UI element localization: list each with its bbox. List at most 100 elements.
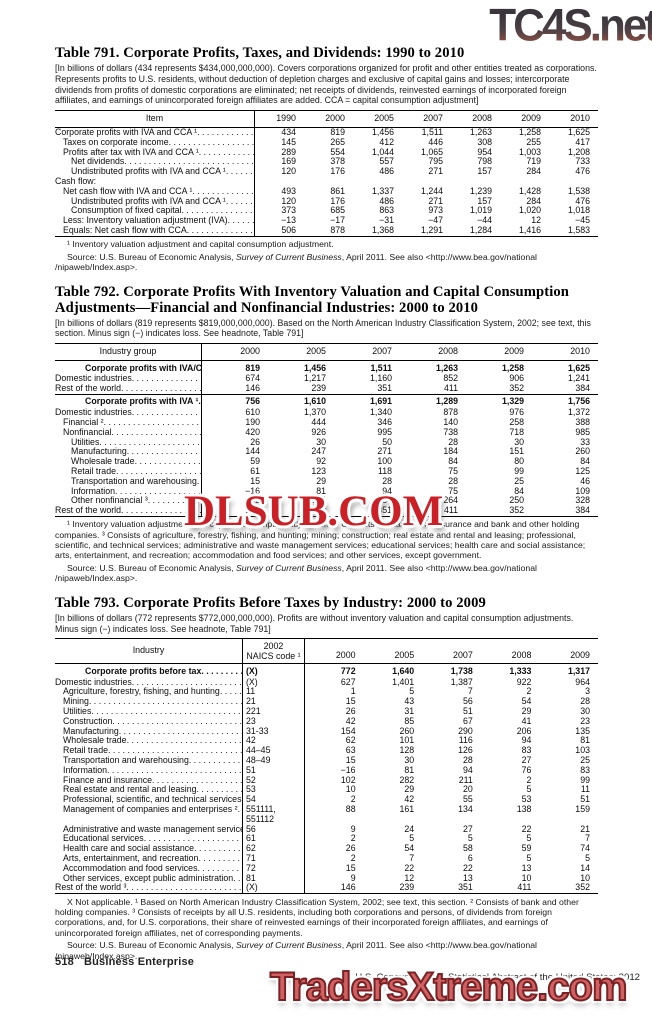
table-791-footnote: ¹ Inventory valuation adjustment and cap… — [67, 239, 334, 250]
row-label-text: Administrative and waste management serv… — [63, 824, 243, 834]
column-header-year: 2009 — [539, 639, 598, 665]
cell-value: 289 — [281, 146, 296, 157]
cell-value: 906 — [509, 373, 524, 384]
row-label-text: Undistributed profits with IVA and CCA ¹ — [71, 196, 226, 206]
table-793-source: Source: U.S. Bureau of Economic Analysis… — [55, 940, 598, 961]
cell-value: 26 — [345, 706, 356, 717]
cell-value: −16 — [340, 764, 356, 775]
source-publication: Survey of Current Business — [236, 563, 342, 574]
cell-value: 42 — [404, 794, 415, 805]
leader-dots: . . . . . . . . . . . . . . . . . . . . … — [196, 476, 201, 486]
cell-naics: 23 — [243, 716, 305, 727]
cell-value: −16 — [245, 485, 260, 496]
cell-value: 1,370 — [303, 407, 326, 418]
cell-naics: (X) — [243, 664, 305, 678]
cell-value: 334 — [377, 495, 392, 506]
cell-value: 11 — [580, 784, 590, 795]
cell-naics: 44–45 — [243, 745, 305, 757]
table-791-headnote: [In billions of dollars (434 represents … — [55, 63, 597, 106]
cell-value: 9 — [350, 823, 356, 834]
cell-value: 120 — [281, 166, 296, 177]
cell-value: 271 — [428, 195, 443, 206]
row-label-text: Rest of the world ³ — [55, 883, 127, 893]
cell-value: 373 — [281, 205, 296, 216]
row-label-text: Real estate and rental and leasing — [63, 785, 197, 795]
cell-naics: 31-33 — [243, 726, 305, 737]
cell-value: 324 — [311, 495, 326, 506]
row-label: Transportation and warehousing . . . . .… — [55, 756, 243, 766]
cell-value: 62 — [345, 735, 356, 746]
table-792-footnote: ¹ Inventory valuation adjustment and cap… — [55, 519, 586, 561]
cell-value: 861 — [330, 185, 345, 196]
cell-value: 120 — [281, 195, 296, 206]
source-publication: Survey of Current Business — [236, 940, 342, 951]
cell-value: 58 — [463, 843, 473, 854]
cell-value: −13 — [281, 215, 296, 226]
row-label: Retail trade . . . . . . . . . . . . . .… — [55, 746, 243, 757]
leader-dots: . . . . . . . . . . . . . . . . . . . . … — [121, 384, 201, 394]
table-791-title: Table 791. Corporate Profits, Taxes, and… — [55, 45, 465, 61]
cell-value: 308 — [477, 136, 492, 147]
leader-dots: . . . . . . . . . . . . . . . . . . . . … — [131, 677, 242, 687]
column-header-year: 2008 — [400, 344, 466, 362]
row-label-text: Manufacturing — [63, 726, 119, 736]
row-label: Other services, except public administra… — [55, 873, 243, 884]
cell-value: 125 — [575, 466, 590, 476]
cell-value: 144 — [245, 446, 260, 457]
row-label-text: Manufacturing — [71, 447, 127, 457]
row-label-text: Domestic industries — [55, 374, 132, 384]
cell-value: 29 — [316, 475, 326, 486]
cell-value: 116 — [458, 735, 473, 746]
cell-value: 157 — [477, 166, 492, 177]
cell-value: 30 — [580, 706, 590, 717]
row-label: Administrative and waste management serv… — [55, 824, 243, 835]
cell-value: 1,263 — [469, 126, 492, 137]
cell-value: 1,263 — [435, 362, 458, 373]
cell-value: 1,284 — [469, 224, 492, 235]
row-label-text: Rest of the world — [55, 506, 122, 516]
row-label-text: Less: Inventory valuation adjustment (IV… — [63, 216, 228, 226]
row-label: Less: Inventory valuation adjustment (IV… — [55, 216, 255, 226]
cell-value: 109 — [575, 485, 590, 496]
cell-value: 411 — [443, 505, 458, 516]
cell-value: 1,372 — [567, 407, 590, 418]
leader-dots: . . . . . . . . . . . . . . . . . . . . … — [197, 127, 254, 137]
leader-dots: . . . . . . . . . . . . . . . . . . . . … — [181, 206, 254, 216]
cell-value: 1,329 — [466, 393, 532, 408]
leader-dots: . . . . . . . . . . . . . . . . . . . . … — [198, 397, 201, 407]
cell-value: 151 — [509, 446, 524, 457]
cell-value: 351 — [377, 505, 392, 516]
leader-dots: . . . . . . . . . . . . . . . . . . . . … — [186, 225, 254, 235]
leader-dots: . . . . . . . . . . . . . . . . . . . . … — [115, 486, 201, 496]
cell-value: 88 — [345, 804, 356, 815]
row-label: Rest of the world . . . . . . . . . . . … — [55, 384, 202, 394]
cell-value: 9 — [350, 872, 356, 883]
column-header-year: 2008 — [451, 111, 500, 128]
cell-value: −47 — [428, 215, 443, 226]
cell-value: 21 — [580, 823, 590, 834]
cell-value: 772 — [340, 665, 356, 676]
cell-value: 29 — [521, 706, 532, 717]
row-label-text: Equals: Net cash flow with CCA — [63, 225, 187, 235]
row-label-text: Information — [63, 765, 108, 775]
row-label: Retail trade . . . . . . . . . . . . . .… — [55, 467, 202, 477]
cell-value: 852 — [443, 373, 458, 384]
cell-value: 176 — [330, 166, 345, 177]
cell-value: 26 — [345, 843, 356, 854]
row-label: Undistributed profits with IVA and CCA ¹… — [55, 196, 255, 207]
row-label: Information . . . . . . . . . . . . . . … — [55, 486, 202, 497]
row-label-text: Financial ² — [63, 418, 104, 428]
leader-dots: . . . . . . . . . . . . . . . . . . . . … — [118, 726, 242, 736]
leader-dots: . . . . . . . . . . . . . . . . . . . . … — [124, 157, 254, 167]
leader-dots: . . . . . . . . . . . . . . . . . . . . … — [88, 697, 242, 707]
cell-value: 123 — [311, 466, 326, 476]
cell-value: 995 — [377, 426, 392, 437]
column-header-year: 2008 — [480, 639, 540, 665]
cell-value: 51 — [580, 794, 590, 805]
cell-value: 1,317 — [567, 665, 590, 676]
cell-value: 22 — [404, 862, 415, 873]
cell-value: 926 — [311, 426, 326, 437]
cell-naics: 48–49 — [243, 755, 305, 766]
cell-value: 411 — [517, 882, 532, 893]
row-label-text: Consumption of fixed capital — [71, 206, 182, 216]
